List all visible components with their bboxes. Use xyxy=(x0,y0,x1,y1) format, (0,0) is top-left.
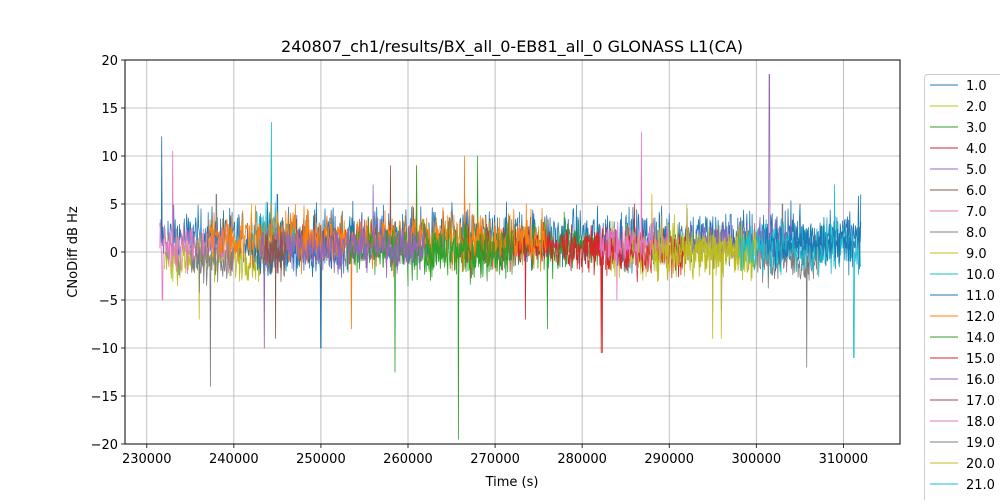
x-tick-label: 260000 xyxy=(383,452,433,467)
legend-label-7.0: 7.0 xyxy=(966,205,987,220)
y-tick-label: −20 xyxy=(91,438,118,453)
legend-label-8.0: 8.0 xyxy=(966,226,987,241)
legend-label-21.0: 21.0 xyxy=(966,478,995,493)
legend-label-17.0: 17.0 xyxy=(966,394,995,409)
legend-label-12.0: 12.0 xyxy=(966,310,995,325)
legend-label-9.0: 9.0 xyxy=(966,247,987,262)
legend-label-4.0: 4.0 xyxy=(966,142,987,157)
x-tick-label: 280000 xyxy=(557,452,607,467)
y-tick-label: −10 xyxy=(91,342,118,357)
y-tick-label: 15 xyxy=(101,102,118,117)
y-tick-label: 20 xyxy=(101,54,118,69)
x-tick-label: 240000 xyxy=(209,452,259,467)
legend-label-15.0: 15.0 xyxy=(966,352,995,367)
y-tick-label: −5 xyxy=(99,294,118,309)
y-axis-label: CNoDiff dB Hz xyxy=(66,206,81,298)
x-tick-label: 270000 xyxy=(470,452,520,467)
legend-label-3.0: 3.0 xyxy=(966,121,987,136)
x-tick-label: 300000 xyxy=(731,452,781,467)
legend-label-1.0: 1.0 xyxy=(966,79,987,94)
legend-label-18.0: 18.0 xyxy=(966,415,995,430)
y-tick-label: 5 xyxy=(110,198,118,213)
x-axis-label: Time (s) xyxy=(485,475,539,490)
legend-label-5.0: 5.0 xyxy=(966,163,987,178)
y-tick-label: −15 xyxy=(91,390,118,405)
legend-label-10.0: 10.0 xyxy=(966,268,995,283)
x-tick-label: 250000 xyxy=(296,452,346,467)
y-tick-label: 0 xyxy=(110,246,118,261)
legend-label-2.0: 2.0 xyxy=(966,100,987,115)
x-tick-label: 290000 xyxy=(644,452,694,467)
y-tick-label: 10 xyxy=(101,150,118,165)
chart-title: 240807_ch1/results/BX_all_0-EB81_all_0 G… xyxy=(281,37,743,57)
legend-label-20.0: 20.0 xyxy=(966,457,995,472)
legend-label-6.0: 6.0 xyxy=(966,184,987,199)
legend-label-19.0: 19.0 xyxy=(966,436,995,451)
x-tick-label: 310000 xyxy=(819,452,869,467)
legend-label-11.0: 11.0 xyxy=(966,289,995,304)
legend-label-14.0: 14.0 xyxy=(966,331,995,346)
legend: 1.0 2.0 3.0 4.0 5.0 6.0 7.0 8.0 9.0 10.0 11.0 12.0 1… xyxy=(925,75,1000,501)
x-tick-label: 230000 xyxy=(122,452,172,467)
legend-label-16.0: 16.0 xyxy=(966,373,995,388)
